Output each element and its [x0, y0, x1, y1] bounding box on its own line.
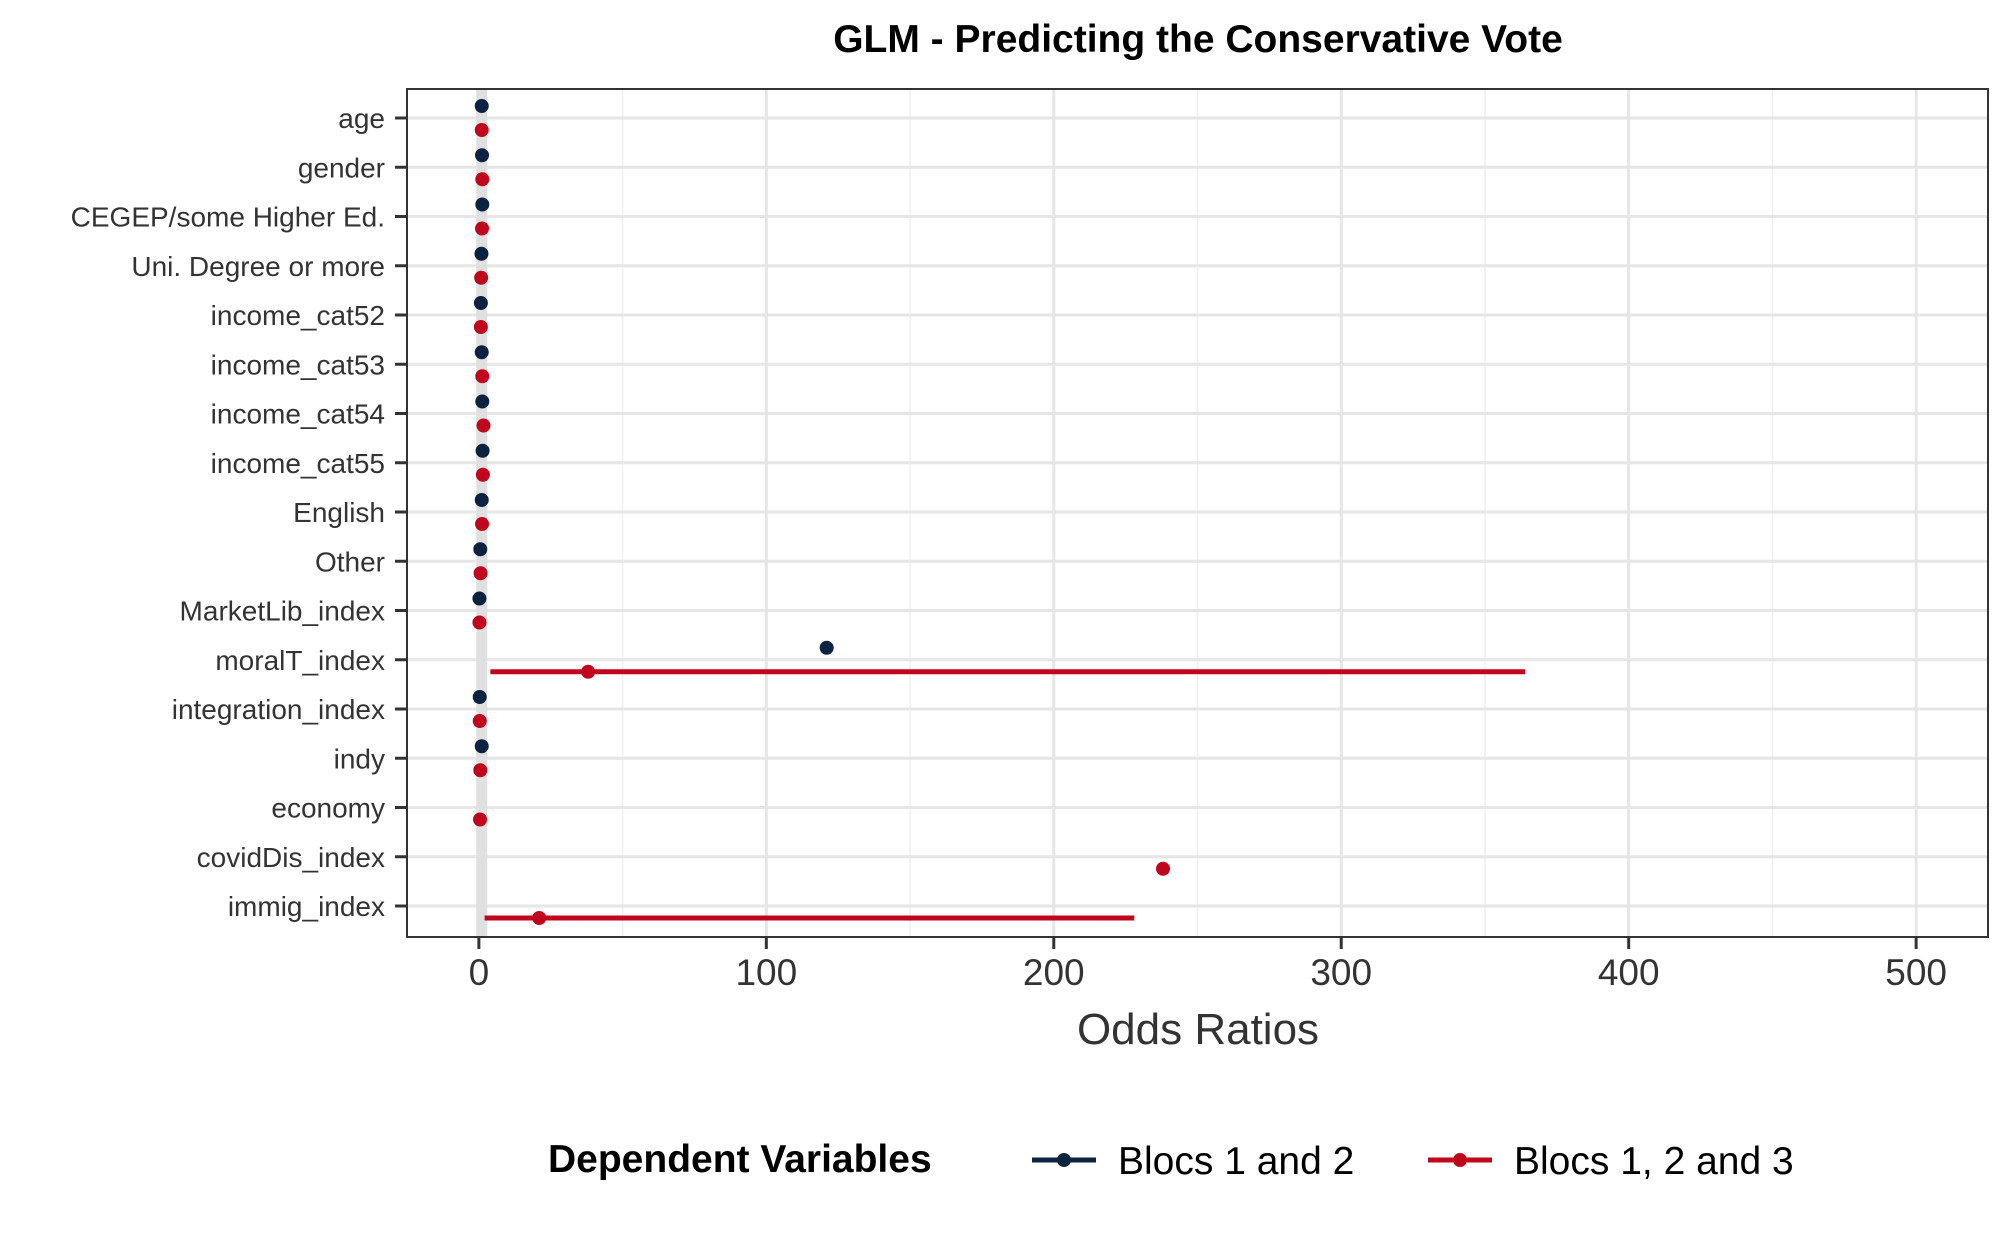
data-point [532, 911, 547, 925]
legend-key-point [1453, 1153, 1467, 1167]
legend-key [1428, 1153, 1492, 1167]
legend-label: Blocs 1, 2 and 3 [1514, 1140, 1794, 1183]
data-point [475, 148, 490, 163]
x-tick-label: 200 [1023, 952, 1085, 993]
y-tick-label: indy [334, 743, 385, 774]
data-point [475, 443, 490, 458]
y-tick-label: MarketLib_index [180, 596, 385, 627]
data-point [473, 566, 488, 581]
y-tick-label: income_cat54 [211, 399, 385, 430]
data-point [581, 664, 596, 679]
x-tick-label: 300 [1310, 952, 1372, 993]
data-point [475, 394, 490, 409]
data-point [473, 296, 488, 310]
y-tick-label: CEGEP/some Higher Ed. [71, 202, 385, 233]
data-point [1156, 861, 1171, 876]
plot-panel: age gender CEGEP/some Higher Ed. Uni. Degre… [71, 88, 1989, 993]
data-point [475, 467, 490, 482]
data-point [475, 369, 490, 384]
y-tick-label: English [293, 497, 385, 528]
data-point [474, 493, 489, 507]
data-point [472, 615, 487, 630]
x-tick-label: 400 [1598, 952, 1660, 993]
legend-key-point [1057, 1153, 1071, 1167]
y-tick-label: Other [315, 546, 385, 577]
legend-key [1032, 1153, 1096, 1167]
y-tick-label: economy [271, 793, 385, 824]
legend: Dependent Variables Blocs 1 and 2 Blocs 1… [548, 1138, 1794, 1183]
data-point [474, 246, 489, 261]
data-point [472, 714, 487, 728]
y-tick-label: integration_index [172, 694, 385, 725]
series-1 [472, 99, 834, 754]
x-tick-label: 500 [1885, 952, 1947, 993]
data-point [475, 172, 490, 187]
data-point [472, 591, 487, 606]
data-point [473, 812, 488, 827]
data-point [473, 542, 488, 557]
chart-title: GLM - Predicting the Conservative Vote [833, 18, 1563, 61]
data-point [472, 690, 487, 704]
y-tick-label: gender [298, 152, 385, 183]
y-tick-label: income_cat53 [211, 349, 385, 380]
y-tick-label: age [338, 103, 385, 134]
legend-title: Dependent Variables [548, 1138, 932, 1181]
legend-label: Blocs 1 and 2 [1118, 1140, 1354, 1183]
x-tick-label: 0 [469, 952, 490, 993]
series-2 [472, 123, 1526, 925]
data-point [473, 320, 488, 334]
y-tick-label: income_cat55 [211, 448, 385, 479]
data-point [474, 270, 489, 285]
data-point [474, 123, 489, 137]
data-point [475, 197, 490, 212]
data-point [475, 517, 490, 531]
data-point [474, 739, 489, 754]
y-tick-label: moralT_index [215, 645, 385, 676]
y-tick-label: covidDis_index [197, 842, 385, 873]
data-point [476, 418, 491, 433]
legend-items: Blocs 1 and 2 Blocs 1, 2 and 3 [1032, 1140, 1794, 1183]
x-axis-label: Odds Ratios [1077, 1005, 1319, 1054]
y-tick-label: Uni. Degree or more [131, 251, 385, 282]
y-tick-label: immig_index [228, 891, 385, 922]
data-point [475, 221, 490, 236]
data-point [474, 99, 489, 113]
data-point [474, 345, 489, 360]
y-tick-label: income_cat52 [211, 300, 385, 331]
x-tick-label: 100 [735, 952, 797, 993]
data-point [819, 640, 834, 655]
data-point [473, 763, 488, 778]
